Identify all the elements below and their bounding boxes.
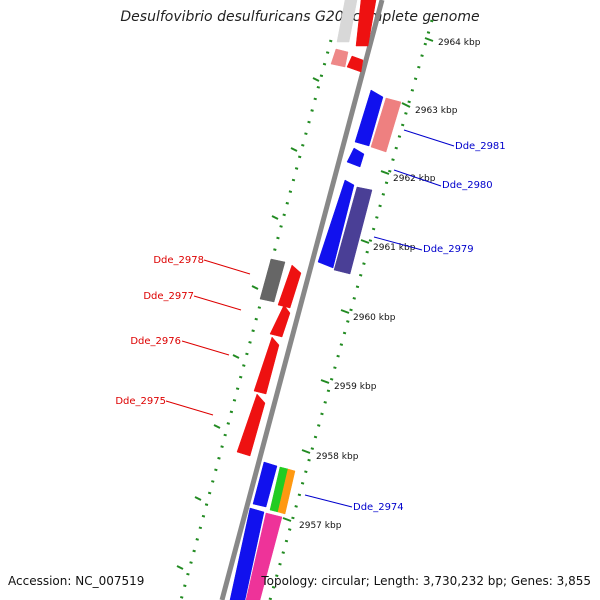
tick-label: 2962 kbp: [393, 174, 436, 184]
tick-mark: [360, 239, 370, 244]
tick-mark: [401, 102, 411, 108]
topology-text: Topology: circular; Length: 3,730,232 bp…: [261, 574, 591, 588]
leader-line: [193, 295, 242, 311]
gene-label-dde-2974[interactable]: Dde_2974: [353, 502, 404, 513]
gene-block-blue[interactable]: [346, 147, 365, 168]
leader-line: [181, 340, 230, 356]
tick-label: 2957 kbp: [299, 521, 342, 531]
gene-block-purple[interactable]: [333, 186, 373, 275]
leader-line: [304, 494, 353, 508]
gene-block-blue[interactable]: [229, 507, 265, 600]
tick-label: 2964 kbp: [438, 38, 481, 48]
gene-block-orange[interactable]: [277, 468, 296, 515]
gene-block-magenta[interactable]: [245, 512, 283, 600]
gene-block-red[interactable]: [236, 393, 266, 457]
tick-mark: [301, 449, 311, 454]
scale-ticks: 2964 kbp 2963 kbp 2962 kbp 2961 kbp 2960…: [282, 37, 481, 531]
outer-ring-ticks: [176, 77, 320, 570]
gene-block-pink[interactable]: [330, 48, 349, 68]
tick-mark: [282, 517, 292, 522]
tick-label: 2961 kbp: [373, 243, 416, 253]
inner-dotted-ring: [268, 19, 434, 600]
gene-label-dde-2978[interactable]: Dde_2978: [153, 255, 204, 266]
gene-block-grey[interactable]: [336, 0, 358, 43]
gene-block-red[interactable]: [355, 0, 377, 47]
gene-block-red[interactable]: [269, 304, 291, 338]
tick-label: 2958 kbp: [316, 452, 359, 462]
ring-tick: [194, 496, 202, 501]
gene-block-red[interactable]: [277, 264, 302, 309]
gene-label-dde-2980[interactable]: Dde_2980: [442, 180, 493, 191]
tick-mark: [380, 170, 390, 175]
gene-features: [229, 0, 402, 600]
ring-tick: [251, 285, 259, 290]
tick-label: 2959 kbp: [334, 382, 377, 392]
gene-label-dde-2979[interactable]: Dde_2979: [423, 244, 474, 255]
ring-tick: [213, 424, 221, 429]
gene-label-dde-2981[interactable]: Dde_2981: [455, 141, 506, 152]
gene-block-blue[interactable]: [252, 461, 278, 508]
gene-label-dde-2975[interactable]: Dde_2975: [115, 396, 166, 407]
gene-block-grey[interactable]: [259, 258, 286, 303]
gene-label-dde-2976[interactable]: Dde_2976: [130, 336, 181, 347]
ring-tick: [271, 215, 279, 220]
ring-tick: [290, 147, 298, 152]
tick-mark: [340, 309, 350, 314]
leader-line: [403, 129, 455, 147]
tick-label: 2960 kbp: [353, 313, 396, 323]
ring-tick: [312, 77, 320, 82]
gene-block-blue[interactable]: [317, 179, 355, 269]
label-leaders: [165, 129, 455, 508]
gene-label-dde-2977[interactable]: Dde_2977: [143, 291, 194, 302]
genome-title: Desulfovibrio desulfuricans G20, complet…: [120, 9, 480, 25]
tick-mark: [320, 379, 330, 384]
leader-line: [165, 400, 214, 416]
gene-block-red[interactable]: [346, 55, 364, 73]
tick-mark: [424, 37, 434, 42]
leader-line: [373, 236, 423, 251]
tick-label: 2963 kbp: [415, 106, 458, 116]
gene-block-blue[interactable]: [354, 89, 384, 147]
ring-tick: [232, 354, 240, 359]
gene-labels: Dde_2981 Dde_2980 Dde_2979 Dde_2978 Dde_…: [115, 141, 505, 513]
outer-dotted-ring: [179, 39, 333, 600]
gene-block-pink[interactable]: [370, 97, 402, 153]
ring-tick: [176, 565, 184, 570]
leader-line: [393, 169, 442, 187]
gene-block-red[interactable]: [253, 336, 280, 395]
accession-text: Accession: NC_007519: [8, 574, 145, 588]
backbone: [219, 0, 385, 600]
leader-line: [203, 259, 251, 275]
